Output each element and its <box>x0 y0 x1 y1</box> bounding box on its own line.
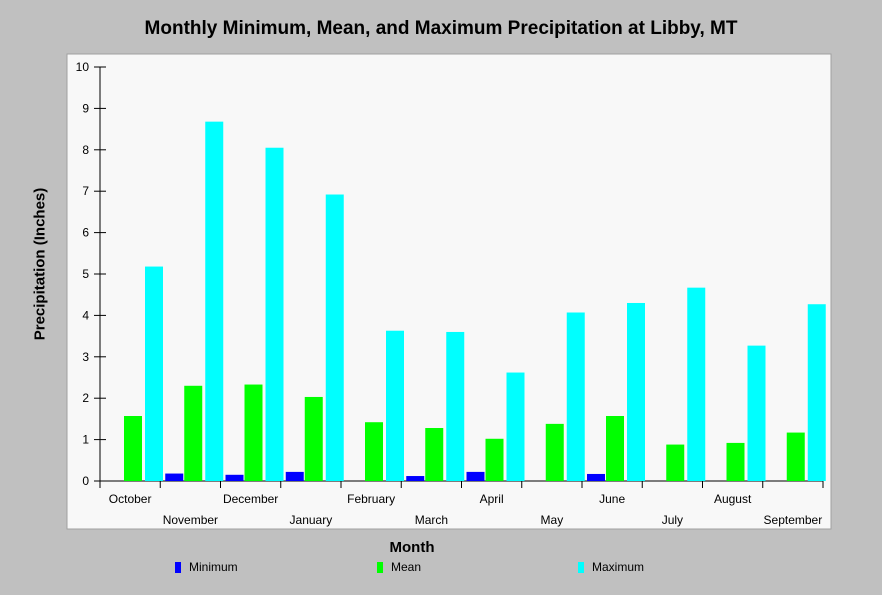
y-tick-label-10: 10 <box>76 60 90 74</box>
legend-swatch-maximum <box>578 561 584 573</box>
bar-minimum-april <box>466 471 485 481</box>
bar-maximum-july <box>687 287 706 481</box>
x-tick-label-april: April <box>480 492 504 506</box>
bar-minimum-june <box>587 473 605 481</box>
y-tick-label-7: 7 <box>82 184 89 198</box>
x-axis-label: Month <box>389 539 435 556</box>
bar-minimum-december <box>225 474 244 481</box>
x-tick-label-march: March <box>415 513 448 527</box>
bar-mean-may <box>545 423 564 481</box>
y-tick-label-8: 8 <box>82 143 89 157</box>
bar-mean-november <box>184 385 203 481</box>
bar-mean-october <box>124 416 142 481</box>
bar-mean-december <box>244 384 263 481</box>
y-tick-label-2: 2 <box>82 391 89 405</box>
legend-label-minimum: Minimum <box>189 560 238 574</box>
x-tick-label-november: November <box>163 513 218 527</box>
bar-maximum-december <box>265 147 284 482</box>
y-tick-label-4: 4 <box>82 308 89 322</box>
legend-label-maximum: Maximum <box>592 560 645 574</box>
bar-maximum-june <box>627 302 645 481</box>
bar-mean-september <box>786 432 805 481</box>
legend-item-mean: Mean <box>377 560 421 574</box>
x-tick-label-july: July <box>662 513 683 527</box>
legend-item-minimum: Minimum <box>175 560 238 574</box>
x-tick-label-january: January <box>290 513 333 527</box>
bar-minimum-march <box>406 476 425 481</box>
legend-swatch-mean <box>377 561 383 573</box>
bar-mean-march <box>425 428 444 481</box>
y-tick-label-1: 1 <box>82 433 89 447</box>
bar-mean-february <box>365 422 383 481</box>
bar-minimum-january <box>285 471 304 481</box>
y-tick-label-5: 5 <box>82 267 89 281</box>
bar-maximum-may <box>566 312 585 481</box>
bar-maximum-february <box>386 330 404 481</box>
x-tick-label-june: June <box>599 492 625 506</box>
bar-maximum-january <box>325 194 344 481</box>
chart-title: Monthly Minimum, Mean, and Maximum Preci… <box>144 18 738 39</box>
y-tick-label-6: 6 <box>82 226 89 240</box>
bar-maximum-march <box>446 331 465 481</box>
x-tick-label-august: August <box>714 492 752 506</box>
y-tick-label-9: 9 <box>82 101 89 115</box>
x-tick-label-december: December <box>223 492 278 506</box>
legend-item-maximum: Maximum <box>578 560 644 574</box>
bar-mean-june <box>606 416 624 481</box>
bar-maximum-september <box>807 304 826 481</box>
bar-maximum-august <box>747 345 766 481</box>
legend-swatch-minimum <box>175 561 181 573</box>
y-tick-label-0: 0 <box>82 474 89 488</box>
x-tick-label-may: May <box>541 513 564 527</box>
bar-mean-august <box>726 442 745 481</box>
bar-mean-july <box>666 444 685 481</box>
bar-mean-january <box>304 396 323 481</box>
x-tick-label-february: February <box>347 492 395 506</box>
bar-maximum-april <box>506 372 525 481</box>
y-tick-label-3: 3 <box>82 350 89 364</box>
x-tick-label-october: October <box>109 492 152 506</box>
bar-mean-april <box>485 438 504 481</box>
bar-maximum-november <box>205 121 224 481</box>
x-tick-label-september: September <box>764 513 823 527</box>
legend-label-mean: Mean <box>391 560 422 574</box>
bar-minimum-november <box>165 473 184 481</box>
bar-maximum-october <box>145 266 163 481</box>
